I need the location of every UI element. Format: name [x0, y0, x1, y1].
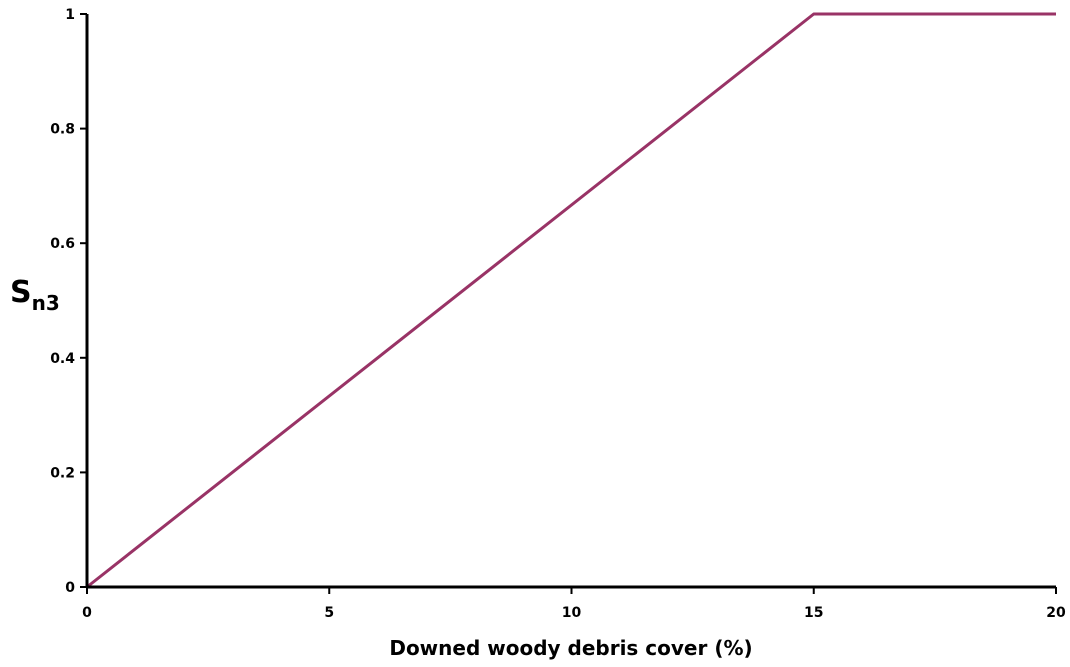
x-axis-title: Downed woody debris cover (%): [389, 636, 752, 660]
x-tick-label: 0: [82, 605, 92, 621]
y-axis-title-main: S: [10, 275, 32, 310]
y-tick-label: 1: [65, 7, 75, 23]
y-tick-label: 0.6: [50, 236, 75, 252]
series-layer: [86, 12, 1056, 589]
x-axis-ticks: 0 5 10 15 20: [82, 587, 1066, 621]
x-tick-label: 10: [562, 605, 582, 621]
y-tick-label: 0: [65, 580, 75, 596]
y-tick-label: 0.2: [50, 465, 75, 481]
y-axis-title: Sn3: [10, 275, 60, 315]
x-tick-label: 15: [804, 605, 823, 621]
y-tick-label: 0.4: [50, 351, 75, 367]
y-axis-title-subscript: n3: [32, 291, 60, 315]
x-tick-label: 20: [1046, 605, 1066, 621]
y-axis-ticks: 0 0.2 0.4 0.6 0.8 1: [50, 7, 87, 596]
y-tick-label: 0.8: [50, 122, 75, 138]
x-tick-label: 5: [324, 605, 334, 621]
series-line: [86, 12, 1056, 589]
